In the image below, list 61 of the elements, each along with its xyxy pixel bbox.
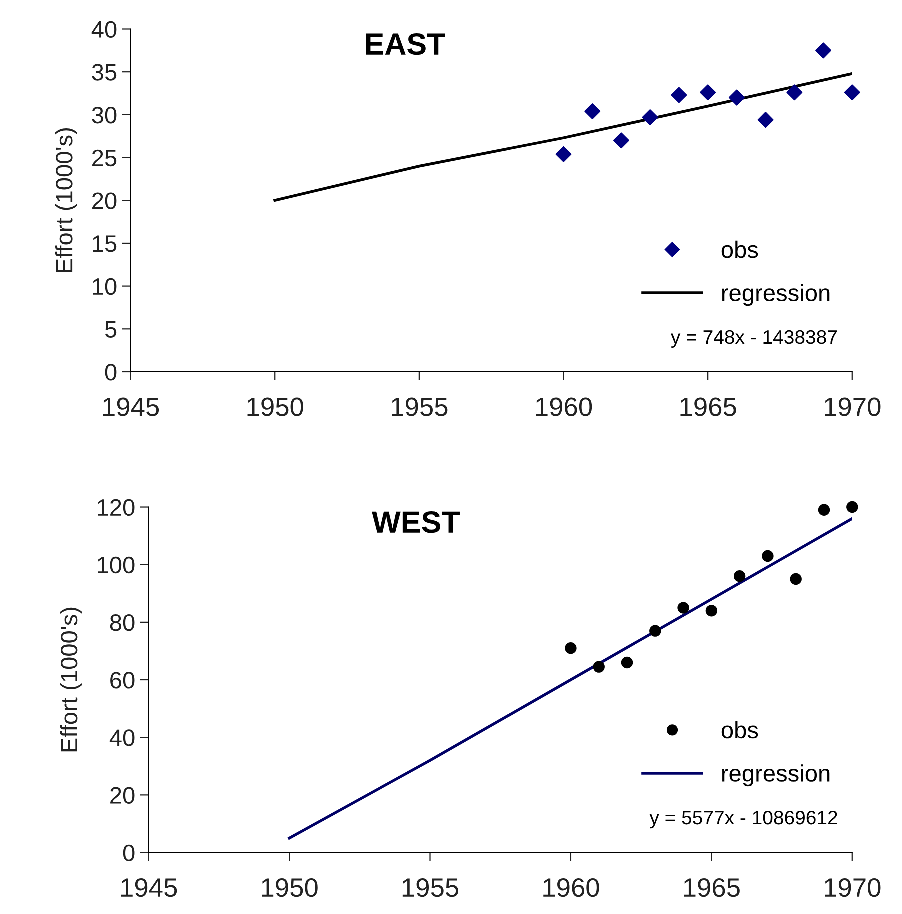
y-axis-title: Effort (1000's) [55,128,78,272]
x-tick-label: 1970 [825,878,881,898]
x-tick-label: 1960 [536,398,592,416]
point [706,605,718,617]
point [728,90,745,106]
y-tick-label: 35 [92,64,117,81]
x-tick-label: 1955 [402,878,459,898]
y-tick-label: 25 [92,150,117,167]
y-tick-label: 100 [98,556,135,574]
x-tick-label: 1960 [544,878,600,898]
x-tick-label: 1970 [825,398,881,416]
chart-title: WEST [372,512,460,534]
point [593,661,605,673]
y-tick-label: 30 [92,107,117,124]
point [818,504,830,516]
point [584,104,601,120]
point [844,84,860,101]
y-tick-label: 0 [105,364,117,381]
y-tick-label: 80 [110,614,135,632]
point [846,501,858,514]
y-tick-label: 10 [93,278,117,296]
legend-label: regression [722,284,830,306]
y-axis-title: Effort (1000's) [60,608,82,752]
line-series [274,72,852,202]
legend-label: regression [722,764,830,787]
annotation: y = 5577x - 10869612 [650,810,838,829]
x-tick-label: 1945 [121,878,178,898]
point [642,110,658,126]
point [650,625,662,637]
legend-label: obs [722,721,758,739]
chart-title: EAST [366,33,446,56]
point [758,112,774,128]
point [621,656,634,669]
y-tick-label: 0 [123,844,135,862]
point [816,42,832,59]
y-tick-label: 60 [110,672,135,689]
point [786,84,803,101]
x-tick-label: 1945 [103,398,160,416]
point [762,550,774,562]
x-tick-label: 1965 [680,398,736,416]
x-tick-label: 1950 [262,878,318,898]
point [734,570,746,582]
x-tick-label: 1955 [392,398,448,416]
y-tick-label: 5 [105,321,117,338]
point [790,573,802,586]
legend-label: obs [722,240,758,258]
annotation: y = 748x - 1438387 [670,330,837,348]
y-tick-label: 15 [93,236,117,252]
y-tick-label: 40 [92,21,117,38]
y-tick-label: 40 [110,730,135,746]
point [565,642,577,654]
y-tick-label: 120 [98,499,135,516]
point [678,602,690,614]
x-tick-label: 1950 [248,398,304,416]
point [700,84,716,101]
y-tick-label: 20 [110,787,135,804]
point [614,132,630,149]
x-tick-label: 1965 [684,878,740,898]
point [556,146,572,162]
y-tick-label: 20 [92,192,117,210]
point [671,87,688,104]
